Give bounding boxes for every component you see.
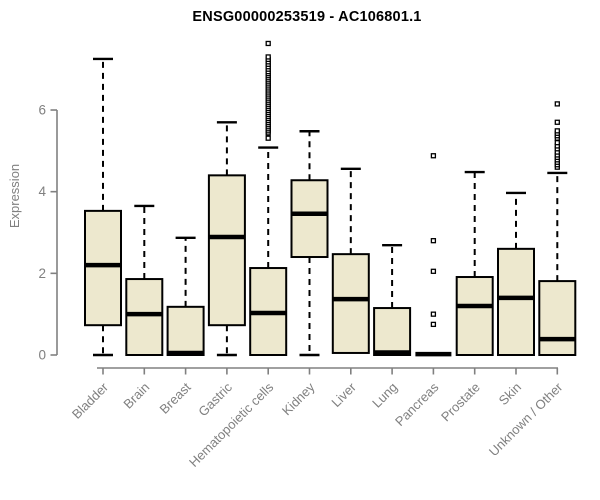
- y-tick-label: 6: [38, 103, 46, 118]
- outlier-point: [554, 101, 560, 107]
- x-tick-label: Skin: [496, 380, 524, 408]
- boxplot-box: [207, 121, 246, 357]
- x-tick-label: Lung: [369, 380, 400, 411]
- boxplot-box: [415, 153, 452, 357]
- outlier-point: [430, 238, 437, 244]
- outlier-point: [265, 40, 271, 47]
- outlier-point: [430, 321, 437, 328]
- x-tick-label: Prostate: [438, 380, 483, 425]
- boxplot-box: [331, 167, 370, 354]
- outlier-point: [430, 311, 437, 317]
- x-tick-label: Kidney: [279, 379, 318, 418]
- x-tick-label: Gastric: [195, 379, 235, 419]
- y-tick-label: 2: [38, 266, 46, 281]
- boxplot-box: [125, 204, 164, 357]
- iqr-box: [538, 280, 577, 356]
- boxplot-box: [373, 243, 412, 356]
- iqr-box: [84, 209, 122, 327]
- x-tick-label: Bladder: [69, 379, 112, 422]
- boxplot-box: [497, 191, 535, 356]
- boxplot-box: [290, 130, 329, 357]
- iqr-box: [207, 174, 246, 327]
- x-tick-label: Pancreas: [392, 379, 442, 429]
- boxplot-box: [455, 170, 494, 357]
- boxplot-box: [538, 101, 577, 356]
- y-tick-label: 4: [38, 184, 46, 199]
- boxplot-box: [249, 40, 288, 357]
- iqr-box: [125, 278, 164, 357]
- y-tick-label: 0: [38, 348, 46, 363]
- x-tick-label: Liver: [328, 379, 359, 410]
- iqr-box: [290, 179, 329, 259]
- chart-title: ENSG00000253519 - AC106801.1: [192, 9, 422, 25]
- iqr-box: [331, 253, 370, 354]
- iqr-box: [455, 276, 494, 357]
- x-tick-label: Brain: [120, 380, 152, 412]
- x-tick-label: Unknown / Other: [486, 379, 566, 459]
- iqr-box: [373, 307, 412, 356]
- outlier-point: [554, 119, 560, 125]
- outlier-point: [430, 268, 437, 274]
- outlier-point: [430, 153, 437, 159]
- outlier-point: [265, 135, 271, 141]
- outlier-point: [265, 54, 271, 60]
- x-tick-label: Breast: [157, 379, 194, 416]
- boxplot-box: [166, 236, 205, 356]
- iqr-box: [497, 247, 535, 356]
- outlier-point: [554, 128, 560, 134]
- outlier-point: [554, 140, 560, 146]
- iqr-box: [166, 305, 205, 356]
- boxplot-box: [84, 57, 122, 357]
